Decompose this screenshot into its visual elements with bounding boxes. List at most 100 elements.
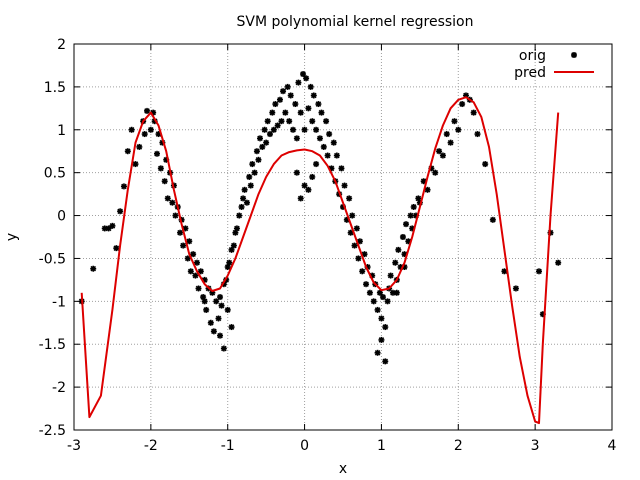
data-point	[197, 268, 204, 275]
data-point	[276, 96, 283, 103]
data-point	[424, 186, 431, 193]
data-point	[351, 242, 358, 249]
data-point	[363, 281, 370, 288]
data-point	[230, 242, 237, 249]
data-point	[238, 203, 245, 210]
data-point	[236, 212, 243, 219]
data-point	[243, 199, 250, 206]
data-point	[177, 229, 184, 236]
data-point	[172, 212, 179, 219]
data-point	[382, 324, 389, 331]
data-point	[113, 245, 120, 252]
y-tick-label: 2	[57, 37, 66, 53]
data-point	[353, 225, 360, 232]
x-tick-label: 4	[608, 438, 617, 454]
prediction-line	[80, 96, 560, 425]
data-point	[228, 246, 235, 253]
data-point	[392, 259, 399, 266]
y-axis-label: y	[4, 233, 20, 241]
data-point	[259, 143, 266, 150]
data-point	[287, 92, 294, 99]
data-point	[295, 79, 302, 86]
data-point	[269, 109, 276, 116]
x-tick-label: -3	[67, 438, 81, 454]
data-point	[309, 118, 316, 125]
y-tick-label: 1	[57, 123, 66, 139]
plot-frame	[73, 43, 613, 431]
data-point	[141, 131, 148, 138]
x-tick-label: 3	[531, 438, 540, 454]
data-point	[395, 246, 402, 253]
y-tick-label: -1	[52, 294, 66, 310]
y-tick-label: -0.5	[39, 251, 66, 267]
data-point	[124, 148, 131, 155]
data-point	[226, 259, 233, 266]
data-point	[109, 222, 116, 229]
data-point	[320, 143, 327, 150]
x-axis-label: x	[339, 461, 347, 477]
data-point	[310, 92, 317, 99]
data-point	[455, 126, 462, 133]
data-point	[301, 126, 308, 133]
data-point	[374, 306, 381, 313]
data-point	[203, 306, 210, 313]
data-point	[249, 161, 256, 168]
data-point	[147, 126, 154, 133]
data-point	[378, 336, 385, 343]
data-point	[333, 152, 340, 159]
y-tick-label: -2	[52, 380, 66, 396]
y-tick-label: 0	[57, 209, 66, 225]
data-point	[324, 152, 331, 159]
data-point	[164, 195, 171, 202]
data-point	[346, 195, 353, 202]
data-point	[470, 109, 477, 116]
x-tick-label: -1	[221, 438, 235, 454]
data-point	[193, 259, 200, 266]
data-point	[120, 183, 127, 190]
data-point	[307, 83, 314, 90]
data-point	[215, 315, 222, 322]
x-tick-label: 0	[300, 438, 309, 454]
data-point	[293, 135, 300, 142]
data-point	[186, 238, 193, 245]
data-point	[355, 255, 362, 262]
x-tick-label: 2	[454, 438, 463, 454]
data-point	[169, 199, 176, 206]
data-point	[374, 349, 381, 356]
data-point	[303, 75, 310, 82]
data-point	[187, 268, 194, 275]
data-point	[233, 225, 240, 232]
data-point	[192, 272, 199, 279]
data-point	[451, 118, 458, 125]
data-point	[282, 109, 289, 116]
data-point	[90, 265, 97, 272]
data-point	[305, 105, 312, 112]
data-point	[117, 208, 124, 215]
data-point	[316, 135, 323, 142]
grid	[74, 44, 612, 430]
data-point	[379, 294, 386, 301]
data-point	[349, 212, 356, 219]
x-tick-label: -2	[144, 438, 158, 454]
data-point	[180, 242, 187, 249]
data-point	[157, 165, 164, 172]
data-point	[261, 126, 268, 133]
data-point	[326, 131, 333, 138]
data-point	[432, 169, 439, 176]
data-point	[439, 152, 446, 159]
data-point	[144, 107, 151, 114]
data-point	[436, 148, 443, 155]
data-point	[535, 268, 542, 275]
data-point	[359, 268, 366, 275]
data-point	[184, 255, 191, 262]
data-point	[274, 122, 281, 129]
data-point	[410, 203, 417, 210]
data-point	[136, 143, 143, 150]
data-point	[293, 169, 300, 176]
y-tick-label: -2.5	[39, 423, 66, 439]
data-point	[213, 298, 220, 305]
data-point	[382, 358, 389, 365]
data-point	[241, 186, 248, 193]
data-point	[384, 298, 391, 305]
